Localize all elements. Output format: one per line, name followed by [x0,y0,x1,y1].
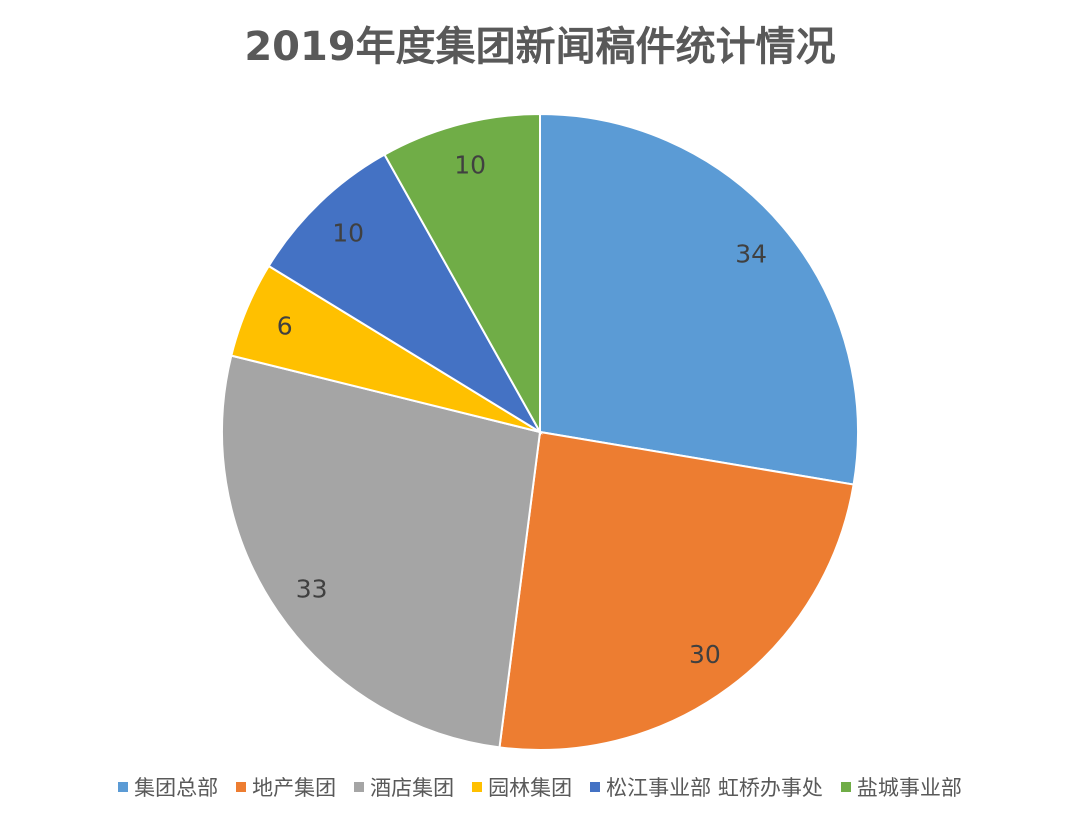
legend-item: 集团总部 [118,772,218,802]
pie-slice-0 [539,112,859,486]
legend-item: 盐城事业部 [840,772,962,802]
legend-swatch [590,782,601,792]
legend-swatch [354,782,365,792]
legend-swatch [840,782,851,792]
legend-label: 盐城事业部 [856,776,962,800]
pie-slice-4 [267,153,543,435]
data-label-1: 30 [689,640,721,669]
legend-item: 酒店集团 [354,772,454,802]
chart-title: 2019年度集团新闻稿件统计情况 [244,24,836,70]
legend-item: 园林集团 [472,772,572,802]
legend-swatch [118,782,129,792]
legend-item: 松江事业部 虹桥办事处 [590,772,823,802]
legend-label: 松江事业部 虹桥办事处 [606,776,823,800]
data-label-3: 6 [277,311,293,340]
legend-label: 园林集团 [488,776,573,800]
data-label-0: 34 [735,239,767,268]
data-label-4: 10 [332,219,364,248]
data-label-5: 10 [454,150,486,179]
legend-swatch [236,782,247,792]
legend: 集团总部 地产集团 酒店集团 园林集团 松江事业部 虹桥办事处 盐城事业部 [0,772,1080,802]
legend-label: 地产集团 [252,776,337,800]
legend-label: 酒店集团 [370,776,455,800]
data-label-2: 33 [296,574,328,603]
pie-slice-2 [221,354,542,749]
legend-label: 集团总部 [134,776,219,800]
legend-swatch [472,782,483,792]
pie-slice-5 [383,112,541,436]
pie-slice-1 [498,430,855,751]
legend-item: 地产集团 [236,772,336,802]
